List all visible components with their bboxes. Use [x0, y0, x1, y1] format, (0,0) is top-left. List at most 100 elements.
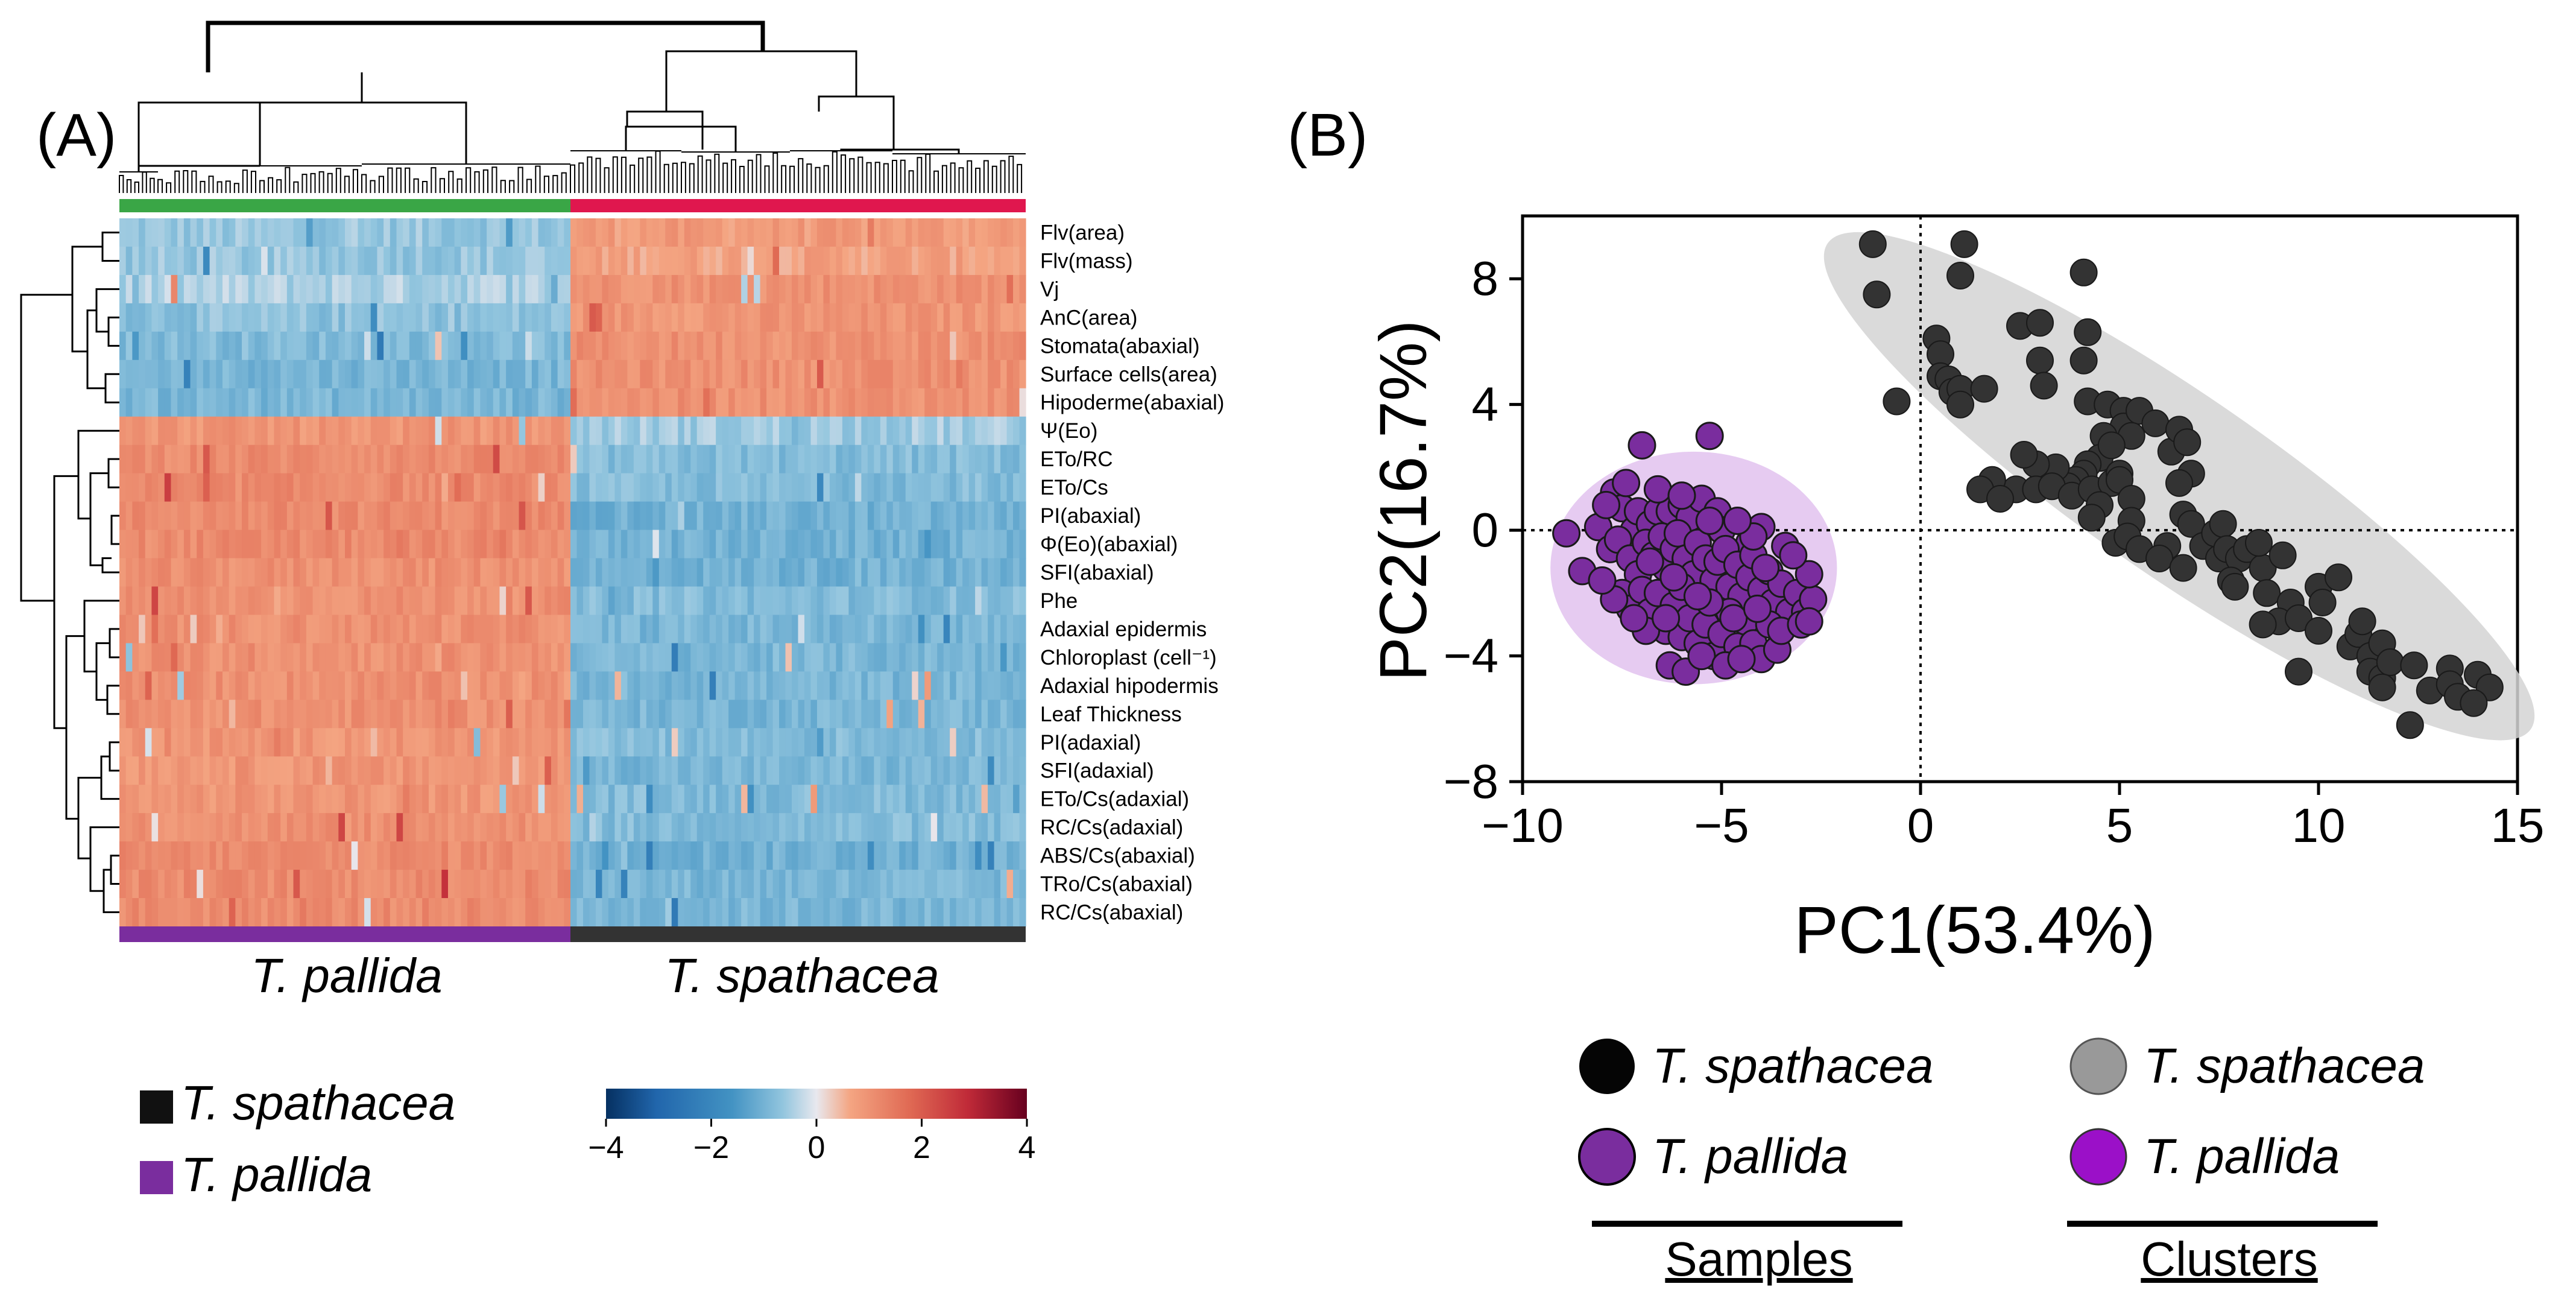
heatmap-cell	[403, 416, 410, 446]
heatmap-cell	[722, 558, 729, 587]
heatmap-cell	[512, 303, 520, 332]
heatmap-cell	[589, 728, 596, 757]
heatmap-cell	[595, 388, 603, 417]
heatmap-cell	[564, 756, 571, 785]
heatmap-cell	[332, 501, 339, 531]
heatmap-cell	[614, 388, 622, 417]
heatmap-cell	[222, 643, 230, 672]
heatmap-cell	[722, 416, 729, 446]
heatmap-cell	[899, 303, 906, 332]
heatmap-cell	[620, 756, 628, 785]
heatmap-cell	[766, 473, 774, 502]
heatmap-cell	[428, 558, 436, 587]
heatmap-cell	[975, 473, 982, 502]
heatmap-cell	[880, 274, 887, 304]
heatmap-cell	[716, 785, 723, 814]
heatmap-cell	[892, 785, 900, 814]
heatmap-cell	[874, 274, 881, 304]
heatmap-cell	[905, 416, 912, 446]
heatmap-cell	[454, 671, 461, 700]
heatmap-cell	[158, 870, 165, 899]
heatmap-cell	[722, 841, 729, 870]
heatmap-cell	[370, 898, 378, 927]
heatmap-cell	[880, 841, 887, 870]
row-dendrogram-link	[110, 514, 119, 545]
heatmap-cell	[538, 586, 545, 616]
heatmap-cell	[804, 898, 812, 927]
heatmap-cell	[396, 700, 403, 729]
heatmap-cell	[703, 813, 710, 842]
heatmap-cell	[905, 558, 912, 587]
heatmap-cell	[461, 700, 468, 729]
heatmap-cell	[608, 416, 616, 446]
heatmap-cell	[351, 530, 358, 559]
heatmap-cell	[582, 870, 590, 899]
heatmap-cell	[962, 756, 970, 785]
heatmap-cell	[709, 445, 716, 474]
heatmap-cell	[351, 870, 358, 899]
heatmap-cell	[772, 416, 780, 446]
heatmap-cell	[390, 643, 397, 672]
heatmap-cell	[747, 246, 754, 276]
heatmap-cell	[981, 331, 988, 361]
heatmap-cell	[338, 813, 346, 842]
heatmap-cell	[538, 274, 545, 304]
heatmap-cell	[905, 530, 912, 559]
heatmap-cell	[779, 756, 786, 785]
heatmap-cell	[139, 700, 146, 729]
heatmap-cell	[880, 615, 887, 644]
heatmap-cell	[319, 615, 326, 644]
heatmap-cell	[177, 643, 185, 672]
heatmap-cell	[950, 501, 957, 531]
heatmap-cell	[164, 615, 172, 644]
heatmap-cell	[798, 416, 805, 446]
heatmap-cell	[595, 303, 603, 332]
heatmap-cell	[564, 558, 571, 587]
heatmap-cell	[125, 785, 133, 814]
heatmap-cell	[164, 898, 172, 927]
heatmap-cell	[696, 303, 704, 332]
heatmap-cell	[874, 558, 881, 587]
heatmap-cell	[684, 898, 691, 927]
heatmap-cell	[319, 246, 326, 276]
heatmap-cell	[177, 331, 185, 361]
heatmap-cell	[254, 246, 262, 276]
heatmap-cell	[741, 303, 748, 332]
heatmap-cell	[370, 473, 378, 502]
heatmap-cell	[652, 218, 660, 247]
heatmap-cell	[286, 898, 294, 927]
heatmap-cell	[274, 756, 281, 785]
heatmap-cell	[216, 756, 223, 785]
heatmap-cell	[480, 218, 487, 247]
heatmap-cell	[557, 615, 564, 644]
heatmap-cell	[766, 530, 774, 559]
row-dendrogram-link	[107, 458, 119, 489]
heatmap-cell	[242, 813, 249, 842]
heatmap-cell	[760, 756, 767, 785]
heatmap-cell	[804, 218, 812, 247]
heatmap-cell	[312, 615, 320, 644]
heatmap-cell	[582, 728, 590, 757]
heatmap-cell	[403, 331, 410, 361]
heatmap-cell	[589, 615, 596, 644]
row-label: SFI(abaxial)	[1040, 561, 1154, 584]
heatmap-cell	[709, 558, 716, 587]
heatmap-cell	[493, 756, 500, 785]
heatmap-cell	[267, 359, 275, 389]
heatmap-cell	[741, 643, 748, 672]
heatmap-cell	[280, 359, 288, 389]
heatmap-cell	[197, 643, 204, 672]
heatmap-cell	[747, 416, 754, 446]
heatmap-cell	[274, 700, 281, 729]
heatmap-cell	[531, 388, 539, 417]
heatmap-cell	[1000, 388, 1008, 417]
heatmap-cell	[620, 643, 628, 672]
colorbar-tick-label: 2	[913, 1130, 930, 1165]
heatmap-cell	[582, 643, 590, 672]
heatmap-cell	[409, 756, 417, 785]
heatmap-cell	[428, 473, 436, 502]
heatmap-cell	[589, 445, 596, 474]
heatmap-cell	[798, 586, 805, 616]
heatmap-cell	[861, 558, 868, 587]
heatmap-cell	[658, 671, 666, 700]
